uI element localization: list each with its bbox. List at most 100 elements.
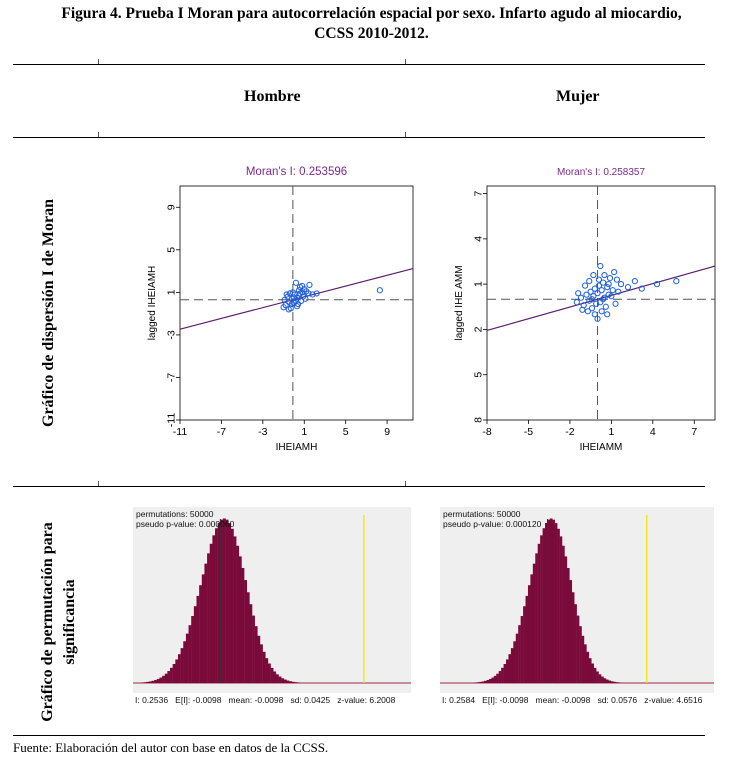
histogram-bar xyxy=(564,556,568,683)
column-header-mujer: Mujer xyxy=(556,88,600,105)
data-point xyxy=(653,281,661,288)
y-tick-label: 2 xyxy=(473,326,485,332)
histogram-bar xyxy=(286,680,290,683)
histogram-bar xyxy=(481,681,485,683)
x-tick-label: 4 xyxy=(650,426,656,438)
histogram-bar xyxy=(542,528,546,683)
data-point xyxy=(591,285,598,292)
data-point xyxy=(638,285,645,292)
x-axis-label: IHEIAMH xyxy=(276,442,318,453)
histogram-bar xyxy=(185,633,189,683)
histogram-bar xyxy=(281,678,285,683)
histogram-bar xyxy=(479,681,482,683)
scatter-svg-mujer: Moran's I: 0.258357 -8 -5 -2 1 4 7 8 5 2 1 4 7 IHEIAM… xyxy=(454,167,716,453)
histogram-bar xyxy=(291,681,295,683)
histogram-bar xyxy=(593,667,597,683)
histogram-bar xyxy=(222,518,226,683)
histogram-bar xyxy=(262,651,266,683)
data-point xyxy=(309,291,316,298)
x-tick-label: 5 xyxy=(343,426,349,438)
histogram-bar xyxy=(180,648,184,683)
histogram-bar xyxy=(574,604,577,683)
histogram-bar xyxy=(618,682,621,683)
scatter-svg-hombre: Moran's I: 0.253596 -11 -7 -3 1 5 9 -11 -7 -3 1 5 9 I… xyxy=(147,166,414,453)
row-label-scatter: Gráfico de dispersión I de Moran xyxy=(40,199,57,427)
histogram-bar xyxy=(484,680,487,683)
data-point xyxy=(590,293,597,300)
histogram-bar xyxy=(151,680,155,683)
histogram-bar xyxy=(559,536,563,683)
histogram-bar xyxy=(177,654,181,683)
histogram-bar xyxy=(278,676,282,683)
histogram-bar xyxy=(252,615,255,683)
histogram-bar xyxy=(525,595,529,683)
scatter-plot-mujer: Moran's I: 0.258357 -8 -5 -2 1 4 7 8 5 2 1 4 7 IHEIAM… xyxy=(440,158,720,456)
histogram-bar xyxy=(488,678,492,683)
histogram-bar xyxy=(588,658,592,683)
data-point xyxy=(588,305,596,312)
scatter-title: Moran's I: 0.258357 xyxy=(557,167,646,178)
histogram-bar xyxy=(603,678,607,683)
data-point xyxy=(598,287,605,294)
y-tick-label: 7 xyxy=(473,190,485,196)
data-point xyxy=(293,303,301,310)
histogram-bar xyxy=(143,682,147,683)
y-tick-label: 1 xyxy=(473,281,485,287)
histogram-bar xyxy=(140,682,144,683)
data-point xyxy=(624,284,632,291)
histogram-bar xyxy=(608,680,612,683)
data-point xyxy=(604,284,611,291)
data-point xyxy=(583,291,590,298)
histogram-bar xyxy=(289,681,293,683)
data-point xyxy=(673,278,680,285)
histogram-bar xyxy=(576,615,580,683)
histogram-bar xyxy=(215,528,218,683)
data-point xyxy=(281,296,288,303)
data-point xyxy=(609,287,616,294)
x-axis-label: IHEIAMM xyxy=(580,442,623,453)
histogram-bar xyxy=(562,545,565,683)
y-tick-label: 8 xyxy=(473,417,485,423)
data-point xyxy=(376,287,383,294)
data-point xyxy=(595,276,603,283)
rule-tick xyxy=(98,132,99,137)
data-point xyxy=(617,281,625,288)
histogram-bar xyxy=(167,671,171,683)
data-point xyxy=(613,276,620,283)
data-point xyxy=(611,268,618,276)
permutation-svg-hombre xyxy=(133,515,411,684)
histogram-bar xyxy=(156,678,160,683)
histogram-bar xyxy=(596,671,599,683)
histogram-bar xyxy=(554,523,558,683)
column-header-hombre: Hombre xyxy=(244,88,301,105)
histogram-bar xyxy=(591,663,594,683)
y-tick-label: 5 xyxy=(166,247,178,253)
histogram-bar xyxy=(515,633,519,683)
permutation-stats-hombre: I: 0.2536 E[I]: -0.0098 mean: -0.0098 sd… xyxy=(133,693,411,707)
x-tick-label: -5 xyxy=(524,426,533,438)
histogram-bar xyxy=(199,585,202,683)
histogram-bar xyxy=(175,659,179,683)
data-point xyxy=(577,294,585,301)
data-point xyxy=(306,281,313,289)
histogram-bar xyxy=(549,518,553,683)
permutations-count: permutations: 50000 xyxy=(136,509,214,519)
histogram-bar xyxy=(581,635,585,683)
histogram-bar xyxy=(230,528,234,683)
histogram-bar xyxy=(557,528,560,683)
data-point xyxy=(285,306,292,313)
histogram-bar xyxy=(283,679,287,683)
y-tick-label: -3 xyxy=(166,330,178,339)
histogram-bar xyxy=(584,644,587,683)
histogram-bar xyxy=(257,635,261,683)
histogram-bar xyxy=(164,673,168,683)
histogram-bar xyxy=(297,682,300,683)
data-point xyxy=(584,308,591,315)
histogram-bar xyxy=(265,658,269,683)
figure-title: Figura 4. Prueba I Moran para autocorrel… xyxy=(0,4,743,44)
data-point xyxy=(606,274,614,282)
histogram-bar xyxy=(527,585,531,683)
data-point xyxy=(302,295,309,302)
data-point xyxy=(290,294,298,301)
data-point xyxy=(593,300,600,307)
